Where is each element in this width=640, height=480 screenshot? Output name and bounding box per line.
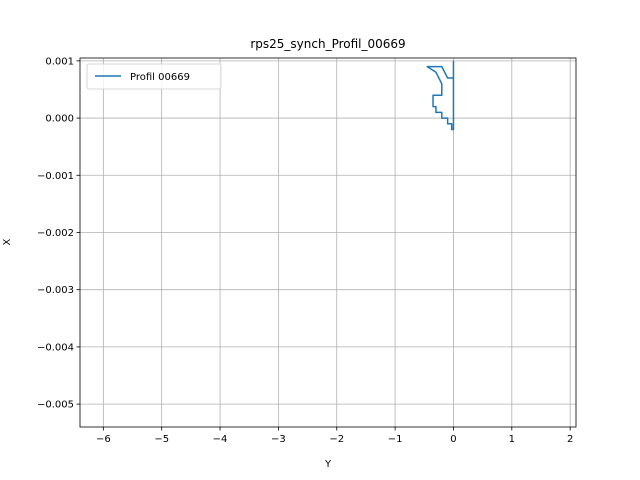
grid <box>80 58 576 427</box>
x-tick-label: −1 <box>388 434 403 445</box>
chart-title: rps25_synch_Profil_00669 <box>250 37 405 51</box>
plot-area-frame <box>79 57 577 428</box>
legend-label: Profil 00669 <box>130 72 190 83</box>
tick-layer: −6 −5 −4 −3 −2 −1 0 1 2 0.001 0.000 −0.001 −0.002 −0.… <box>37 56 573 445</box>
legend: Profil 00669 <box>86 63 222 90</box>
y-tick-label: −0.001 <box>37 171 74 182</box>
x-tick-label: −6 <box>96 434 111 445</box>
y-tick-label: 0.001 <box>45 56 74 67</box>
x-axis-label: Y <box>324 459 332 470</box>
x-tick-label: 0 <box>450 434 456 445</box>
x-tick-label: −4 <box>213 434 228 445</box>
x-tick-label: −5 <box>154 434 169 445</box>
y-tick-label: −0.004 <box>37 342 74 353</box>
series-layer <box>426 60 455 131</box>
y-tick-label: −0.005 <box>37 400 74 411</box>
y-tick-label: −0.002 <box>37 228 74 239</box>
x-tick-label: −2 <box>329 434 344 445</box>
x-tick-label: −3 <box>271 434 286 445</box>
x-tick-label: 2 <box>567 434 573 445</box>
y-tick-label: 0.000 <box>45 114 74 125</box>
y-axis-label: X <box>2 238 13 245</box>
x-tick-label: 1 <box>509 434 515 445</box>
series-line-profil-00669 <box>426 60 455 131</box>
y-tick-label: −0.003 <box>37 285 74 296</box>
legend-box <box>86 63 222 90</box>
